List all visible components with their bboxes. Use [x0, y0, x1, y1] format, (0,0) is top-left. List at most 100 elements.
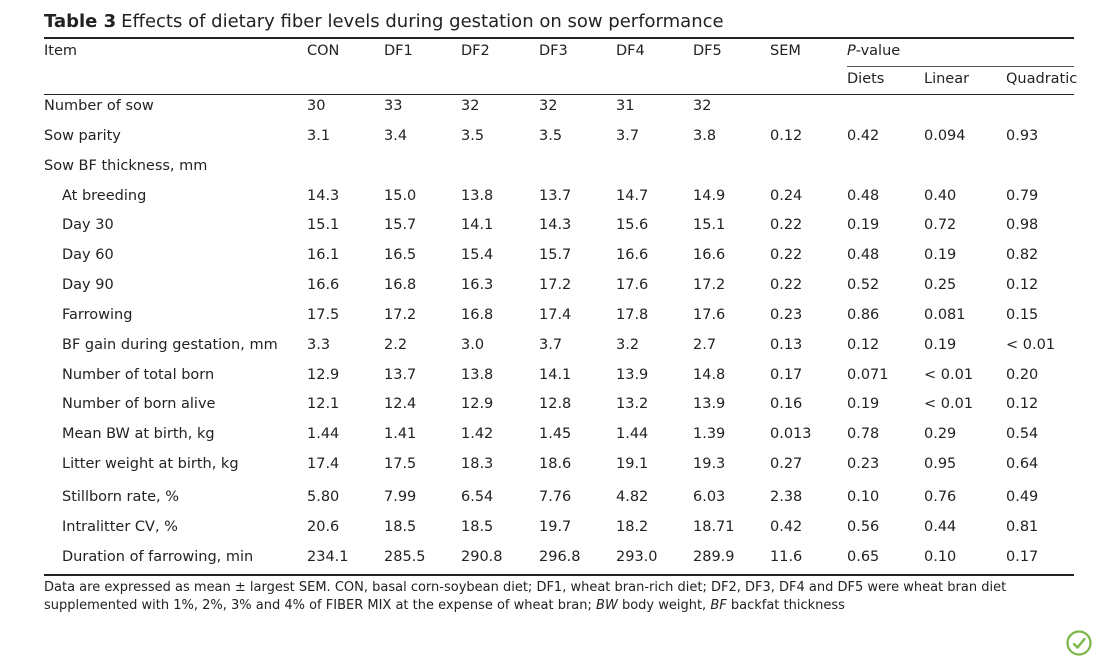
table-cell: 16.8 — [384, 277, 417, 293]
table-cell: 0.23 — [847, 456, 880, 472]
table-cell: 0.86 — [847, 307, 880, 323]
table-cell: 2.38 — [770, 489, 803, 505]
table-cell: 16.6 — [307, 277, 340, 293]
table-cell: 12.9 — [461, 396, 494, 412]
table-cell: 0.17 — [1006, 549, 1039, 565]
table-cell: < 0.01 — [924, 396, 974, 412]
table-cell: 14.3 — [539, 217, 572, 233]
table-cell: 3.0 — [461, 337, 485, 353]
table-cell: 17.5 — [307, 307, 340, 323]
table-cell: 0.12 — [770, 128, 803, 144]
table-cell: 1.39 — [693, 426, 726, 442]
table-cell: 0.12 — [1006, 396, 1039, 412]
table-cell: 32 — [461, 98, 480, 114]
table-cell: 0.22 — [770, 217, 803, 233]
table-cell: 285.5 — [384, 549, 426, 565]
table-cell: 15.1 — [307, 217, 340, 233]
header-pvalue-linear: Linear — [924, 71, 970, 87]
table-cell: 234.1 — [307, 549, 349, 565]
table-cell: 0.81 — [1006, 519, 1039, 535]
header-col-df1: DF1 — [384, 43, 413, 59]
row-label: BF gain during gestation, mm — [62, 337, 278, 353]
table-cell: 0.44 — [924, 519, 957, 535]
table-cell: 0.93 — [1006, 128, 1039, 144]
table-cell: 19.3 — [693, 456, 726, 472]
table-cell: 0.49 — [1006, 489, 1039, 505]
table-cell: 14.3 — [307, 188, 340, 204]
table-cell: 0.19 — [847, 396, 880, 412]
table-cell: 3.5 — [539, 128, 563, 144]
table-cell: 0.22 — [770, 277, 803, 293]
footnote-text-1: Data are expressed as mean ± largest SEM… — [44, 580, 1007, 613]
table-cell: 289.9 — [693, 549, 735, 565]
table-cell: 0.76 — [924, 489, 957, 505]
table-cell: 296.8 — [539, 549, 581, 565]
table-cell: 6.03 — [693, 489, 726, 505]
table-footnote: Data are expressed as mean ± largest SEM… — [44, 579, 1074, 615]
table-cell: 14.1 — [539, 367, 572, 383]
table-cell: 16.5 — [384, 247, 417, 263]
table-cell: 17.2 — [384, 307, 417, 323]
table-cell: 0.79 — [1006, 188, 1039, 204]
header-pvalue-diets: Diets — [847, 71, 885, 87]
table-cell: 19.1 — [616, 456, 649, 472]
table-cell: 3.2 — [616, 337, 640, 353]
table-cell: 12.1 — [307, 396, 340, 412]
footnote-text-3: backfat thickness — [726, 598, 845, 613]
table-cell: 14.1 — [461, 217, 494, 233]
row-label: Litter weight at birth, kg — [62, 456, 239, 472]
header-col-df2: DF2 — [461, 43, 490, 59]
table-cell: 3.8 — [693, 128, 717, 144]
table-cell: 18.6 — [539, 456, 572, 472]
table-cell: 17.2 — [539, 277, 572, 293]
table-title: Effects of dietary fiber levels during g… — [121, 11, 724, 32]
table-cell: 0.78 — [847, 426, 880, 442]
table-cell: 0.16 — [770, 396, 803, 412]
table-cell: 0.82 — [1006, 247, 1039, 263]
table-cell: 7.99 — [384, 489, 417, 505]
table-cell: 0.094 — [924, 128, 966, 144]
table-cell: 15.4 — [461, 247, 494, 263]
table-cell: 0.56 — [847, 519, 880, 535]
table-cell: 6.54 — [461, 489, 494, 505]
header-col-con: CON — [307, 43, 340, 59]
table-cell: 20.6 — [307, 519, 340, 535]
table-cell: 15.7 — [539, 247, 572, 263]
table-cell: 13.9 — [693, 396, 726, 412]
header-col-df3: DF3 — [539, 43, 568, 59]
table-cell: 0.20 — [1006, 367, 1039, 383]
header-item: Item — [44, 43, 78, 59]
table-cell: 5.80 — [307, 489, 340, 505]
table-cell: 16.6 — [616, 247, 649, 263]
table-cell: 0.17 — [770, 367, 803, 383]
row-label: Farrowing — [62, 307, 133, 323]
pvalue-rule — [847, 66, 1074, 67]
table-cell: 18.3 — [461, 456, 494, 472]
table-cell: 32 — [539, 98, 558, 114]
table-cell: 0.29 — [924, 426, 957, 442]
table-cell: 17.5 — [384, 456, 417, 472]
header-pvalue: P-value — [847, 42, 900, 60]
table-cell: 13.7 — [384, 367, 417, 383]
table-cell: 14.9 — [693, 188, 726, 204]
table-cell: 0.48 — [847, 188, 880, 204]
table-cell: 7.76 — [539, 489, 572, 505]
table-cell: 30 — [307, 98, 326, 114]
table-cell: 0.25 — [924, 277, 957, 293]
header-col-df4: DF4 — [616, 43, 645, 59]
top-rule — [44, 37, 1074, 39]
table-cell: 0.48 — [847, 247, 880, 263]
row-label: Day 60 — [62, 247, 114, 263]
row-label: Sow parity — [44, 128, 121, 144]
table-cell: 3.7 — [616, 128, 640, 144]
table-cell: 3.5 — [461, 128, 485, 144]
table-cell: 17.8 — [616, 307, 649, 323]
table-cell: < 0.01 — [1006, 337, 1056, 353]
table-cell: 33 — [384, 98, 403, 114]
crossmark-icon[interactable] — [1066, 630, 1092, 656]
table-cell: 2.2 — [384, 337, 408, 353]
table-cell: 3.3 — [307, 337, 331, 353]
table-caption: Table 3 Effects of dietary fiber levels d… — [44, 10, 724, 34]
table-cell: 16.3 — [461, 277, 494, 293]
header-rule — [44, 94, 1074, 95]
